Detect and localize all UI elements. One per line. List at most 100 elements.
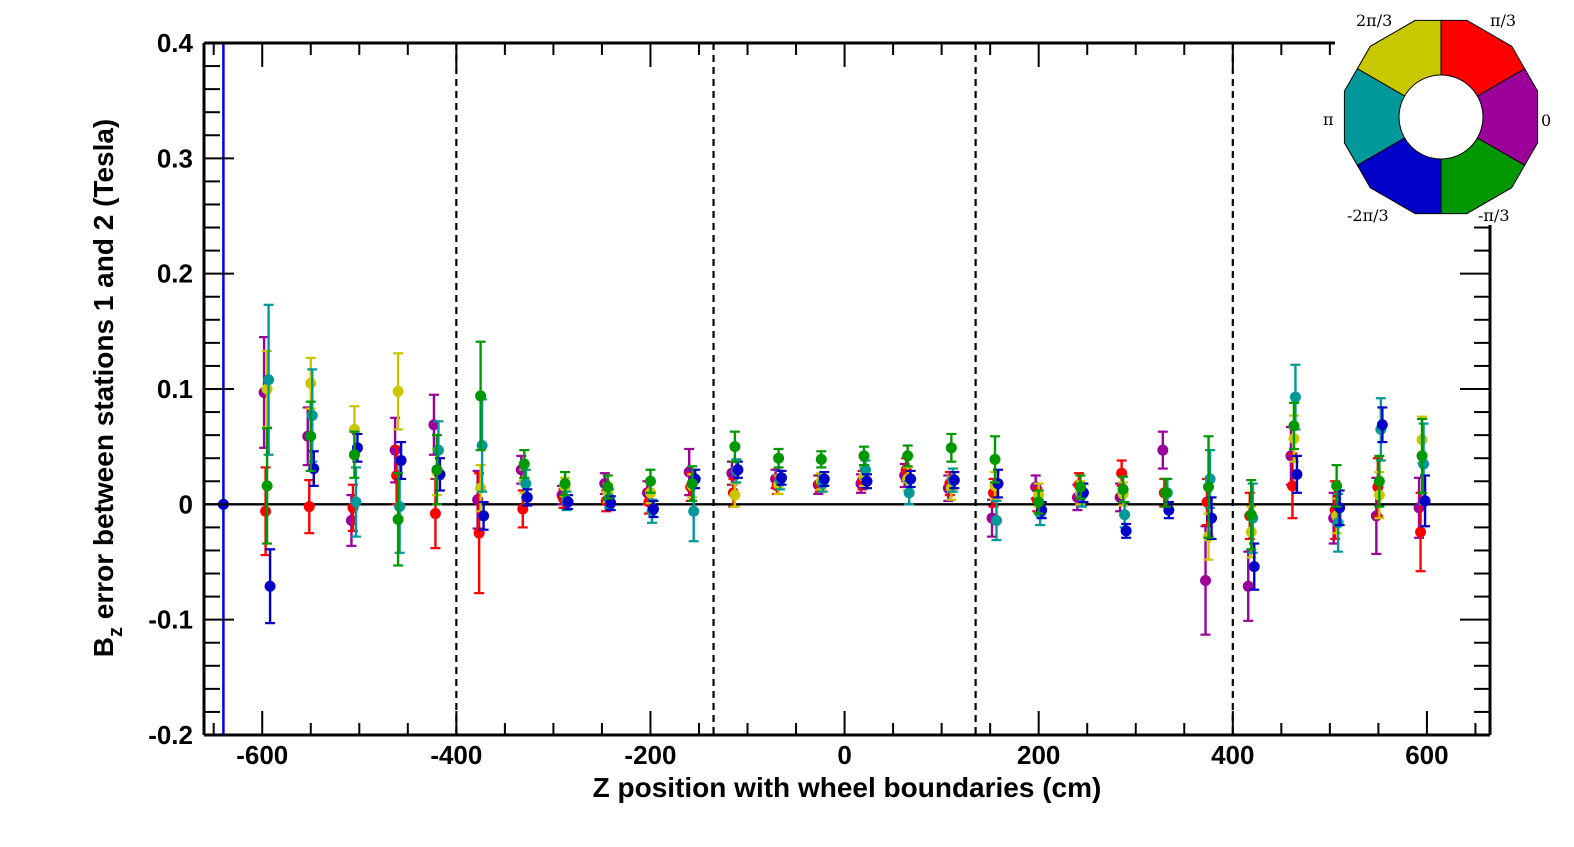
data-point [562,496,574,508]
data-point [1332,517,1344,529]
data-point [1373,475,1385,487]
y-tick-label: 0.1 [157,374,193,404]
wheel-label: 0 [1541,111,1551,130]
x-tick-label: -200 [624,740,676,770]
data-point [432,444,444,456]
data-point [518,458,530,470]
phi-sector-legend: 0 π/3 2π/3 π -2π/3 -π/3 [1323,11,1567,225]
data-point [431,464,443,476]
data-point [1415,526,1427,538]
wheel-label: -π/3 [1478,206,1510,225]
y-tick-label: 0.3 [157,143,193,173]
y-axis-title-rest: error between stations 1 and 2 (Tesla) [88,119,119,627]
data-point [392,513,404,525]
data-point [1416,450,1428,462]
data-point [1289,391,1301,403]
wheel-label: π/3 [1490,11,1516,30]
x-tick-label: -400 [430,740,482,770]
data-point [1160,487,1172,499]
x-tick-label: 400 [1211,740,1254,770]
data-point [1291,468,1303,480]
data-point [1119,509,1131,521]
data-point [264,580,276,592]
data-point [945,442,957,454]
data-point [305,430,317,442]
data-point [345,514,357,526]
data-point [647,503,659,515]
data-point [602,481,614,493]
data-point [1074,481,1086,493]
data-point [559,478,571,490]
data-point [263,374,275,386]
data-point [392,385,404,397]
y-axis-title-main: B [88,637,119,657]
y-tick-label: 0 [179,489,193,519]
data-point [1419,495,1431,507]
y-axis-title-subscript: z [105,627,127,637]
data-point [395,455,407,467]
x-tick-label: 600 [1405,740,1448,770]
x-axis-ticks: -600 -400 -200 0 200 400 600 [212,43,1477,770]
data-point [903,487,915,499]
data-point [1248,561,1260,573]
wheel-label: 2π/3 [1356,11,1392,30]
data-point [1157,444,1169,456]
data-point [905,473,917,485]
data-point [644,475,656,487]
data-point [818,473,830,485]
data-point [1331,480,1343,492]
data-point [1203,481,1215,493]
data-point [476,440,488,452]
data-point [989,453,1001,465]
data-point [729,489,741,501]
data-point [991,514,1003,526]
y-axis-ticks: -0.2 -0.1 0 0.1 0.2 0.3 0.4 [148,28,1490,750]
data-point [686,478,698,490]
data-point [261,383,273,395]
data-point [902,450,914,462]
data-point [1033,496,1045,508]
x-tick-label: -600 [236,740,288,770]
data-point [859,464,871,476]
data-point [1286,480,1298,492]
data-point [605,497,617,509]
data-point [1120,525,1132,537]
data-point [478,510,490,522]
x-tick-label: 200 [1017,740,1060,770]
data-point [520,478,532,490]
x-axis-title: Z position with wheel boundaries (cm) [593,772,1102,803]
data-point [1288,420,1300,432]
y-tick-label: 0.4 [157,28,194,58]
data-point [861,475,873,487]
y-tick-label: -0.2 [148,720,193,750]
wheel-label: -2π/3 [1347,206,1389,225]
data-point [773,452,785,464]
data-point [261,480,273,492]
data-point [303,501,315,513]
wheel-boundary-lines [455,43,1234,735]
data-point [1117,483,1129,495]
wheel-label: π [1323,110,1334,129]
data-point [394,501,406,513]
data-point [475,390,487,402]
data-point [306,410,318,422]
data-point [260,505,272,517]
data-point [1245,509,1257,521]
y-tick-label: 0.2 [157,259,193,289]
data-point [688,505,700,517]
data-point [429,508,441,520]
data-point [729,441,741,453]
data-point [305,377,317,389]
data-point [521,491,533,503]
x-tick-label: 0 [837,740,851,770]
data-point [348,449,360,461]
wheel-hole [1398,74,1484,160]
data-point [815,453,827,465]
data-point [776,472,788,484]
y-axis-title: Bz error between stations 1 and 2 (Tesla… [88,119,127,658]
data-points [258,303,1431,636]
data-point [948,474,960,486]
y-tick-label: -0.1 [148,605,193,635]
data-point [858,450,870,462]
